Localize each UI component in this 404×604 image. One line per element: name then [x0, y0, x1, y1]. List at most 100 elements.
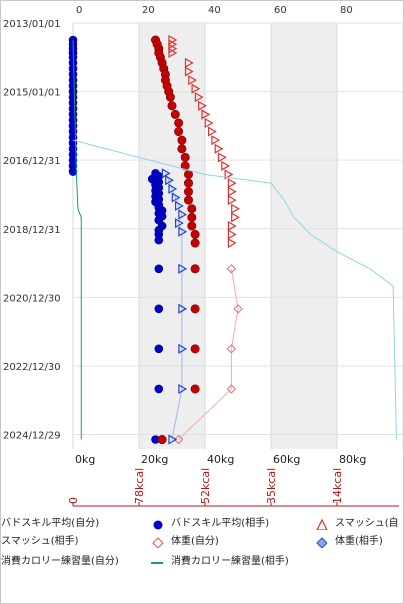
- data-point: [171, 192, 181, 203]
- series-7: [72, 139, 397, 440]
- data-point: [233, 304, 243, 314]
- data-point: [211, 135, 221, 146]
- data-point: [68, 167, 78, 176]
- data-point: [178, 226, 188, 237]
- legend-marker-shape: [316, 537, 327, 548]
- data-point: [184, 57, 194, 68]
- data-point: [187, 221, 197, 231]
- legend-label: スマッシュ(自: [335, 518, 399, 529]
- kcal-tick-label: 0: [67, 497, 80, 504]
- data-point: [178, 343, 188, 354]
- legend-label: 体重(自分): [171, 536, 219, 547]
- data-point: [190, 384, 200, 394]
- legend-marker: [316, 537, 327, 548]
- data-point: [168, 47, 178, 58]
- legend-marker: [152, 537, 163, 548]
- data-point: [165, 92, 175, 102]
- data-point: [198, 100, 207, 111]
- legend-label: バドスキル平均(自分): [1, 518, 100, 529]
- data-point: [154, 344, 164, 354]
- date-tick-label: 2018/12/31: [3, 225, 61, 236]
- data-point: [180, 152, 190, 162]
- bottom-axis-tick-label: 0kg: [75, 453, 95, 466]
- data-point: [167, 101, 177, 111]
- data-point: [188, 75, 198, 86]
- legend-marker-shape: [153, 520, 163, 530]
- series-line: [164, 173, 183, 440]
- data-point: [177, 144, 187, 154]
- bottom-axis-tick-label: 80kg: [339, 453, 366, 466]
- data-point: [190, 344, 200, 354]
- data-point: [165, 175, 174, 186]
- data-point: [226, 384, 237, 394]
- legend-label: スマッシュ(相手): [1, 536, 79, 547]
- series-4: [173, 264, 243, 445]
- legend-label: バドスキル平均(相手): [171, 518, 270, 529]
- data-point: [227, 238, 237, 249]
- top-axis-tick-label: 40: [208, 5, 221, 16]
- date-tick-label: 2015/01/01: [3, 88, 61, 99]
- data-point: [190, 229, 200, 239]
- data-point: [178, 209, 188, 220]
- kcal-tick-label: 35kcal: [265, 468, 278, 504]
- data-point: [184, 169, 194, 179]
- legend-marker: [151, 562, 163, 564]
- bottom-axis-tick-label: 20kg: [141, 453, 168, 466]
- legend-marker: [153, 520, 163, 530]
- series-line: [72, 39, 82, 440]
- data-point: [178, 263, 188, 274]
- legend-label: 消費カロリー練習量(相手): [171, 556, 289, 567]
- data-point: [217, 152, 227, 163]
- date-tick-label: 2020/12/30: [3, 293, 61, 304]
- data-point: [175, 200, 184, 211]
- bottom-axis-tick-label: 40kg: [207, 453, 234, 466]
- data-point: [173, 434, 184, 445]
- series-line: [72, 139, 397, 440]
- top-axis-tick-label: 60: [274, 5, 287, 16]
- shaded-band: [271, 23, 337, 449]
- data-point: [187, 204, 197, 214]
- data-point: [178, 303, 188, 314]
- data-point: [154, 264, 164, 274]
- top-axis-tick-label: 80: [340, 5, 353, 16]
- data-point: [154, 384, 164, 394]
- top-axis-tick-label: 0: [76, 5, 82, 16]
- legend-marker-shape: [316, 518, 327, 530]
- data-point: [190, 264, 200, 274]
- series-5: [161, 168, 188, 445]
- data-point: [226, 344, 237, 354]
- data-point: [191, 83, 201, 94]
- date-tick-label: 2013/01/01: [3, 19, 61, 30]
- data-point: [184, 66, 194, 77]
- legend-label: 体重(相手): [335, 536, 383, 547]
- data-point: [227, 195, 237, 206]
- data-point: [174, 118, 184, 128]
- data-point: [174, 127, 184, 137]
- data-point: [184, 178, 194, 188]
- data-point: [184, 187, 194, 197]
- data-point: [204, 117, 214, 129]
- data-point: [227, 186, 237, 197]
- kcal-tick-label: 52kcal: [199, 468, 212, 504]
- data-point: [187, 212, 197, 222]
- data-point: [226, 264, 237, 274]
- data-point: [231, 212, 240, 223]
- data-point: [190, 304, 200, 314]
- data-point: [231, 203, 240, 214]
- data-point: [224, 169, 234, 180]
- data-point: [177, 135, 187, 145]
- kcal-tick-label: 14kcal: [331, 468, 344, 504]
- date-tick-label: 2024/12/29: [3, 431, 61, 442]
- data-point: [190, 238, 200, 248]
- data-point: [227, 220, 237, 231]
- data-point: [184, 195, 194, 205]
- date-tick-label: 2016/12/31: [3, 156, 61, 167]
- data-point: [170, 109, 180, 119]
- chart-svg: 2013/01/01 2015/01/01 2016/12/31 2018/12/31…: [3, 5, 404, 507]
- data-point: [154, 235, 164, 245]
- data-point: [201, 109, 211, 120]
- data-point: [194, 92, 204, 103]
- top-axis-tick-label: 20: [142, 5, 155, 16]
- legend-marker: [316, 518, 327, 530]
